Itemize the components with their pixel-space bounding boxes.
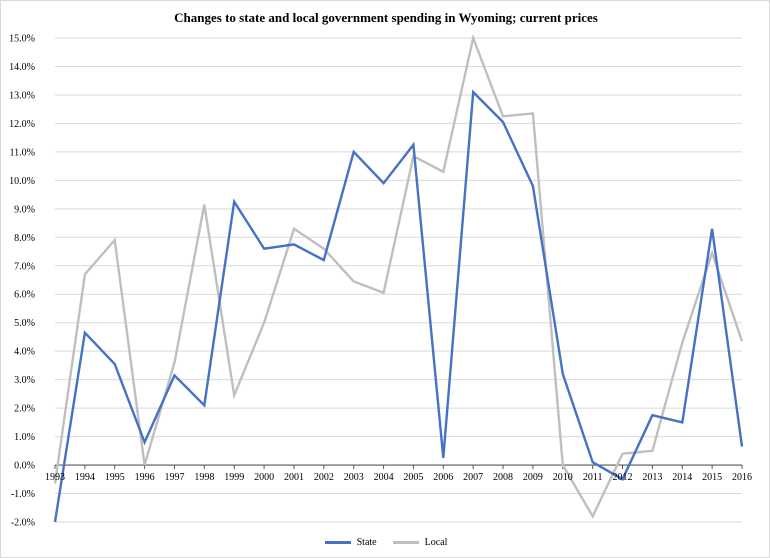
x-tick-label: 1993 — [45, 472, 65, 483]
x-tick-label: 1994 — [75, 472, 95, 483]
legend-label: Local — [424, 537, 448, 548]
x-tick-label: 2013 — [642, 472, 662, 483]
x-tick-label: 2007 — [463, 472, 483, 483]
y-tick-label: 2.0% — [14, 404, 35, 415]
y-tick-label: 13.0% — [9, 90, 35, 101]
x-tick-label: 1996 — [135, 472, 155, 483]
gridlines — [55, 37, 742, 523]
y-tick-label: 10.0% — [9, 176, 35, 187]
y-tick-label: -1.0% — [11, 489, 35, 500]
series-lines — [53, 33, 744, 523]
y-tick-label: 0.0% — [14, 461, 35, 472]
x-tick-labels: 1993 1994 1995 1996 1997 1998 1999 2000 2001 2002… — [45, 472, 752, 483]
legend-item-state: State — [324, 537, 377, 548]
y-tick-label: 4.0% — [14, 347, 35, 358]
x-tick-label: 2003 — [344, 472, 364, 483]
y-tick-label: 9.0% — [14, 204, 35, 215]
x-axis — [54, 464, 743, 470]
y-tick-label: 6.0% — [14, 290, 35, 301]
x-tick-label: 2005 — [403, 472, 423, 483]
legend-swatch — [324, 541, 351, 544]
x-tick-label: 2006 — [433, 472, 453, 483]
y-tick-label: 14.0% — [9, 62, 35, 73]
legend-item-local: Local — [392, 537, 448, 548]
chart-title: Changes to state and local government sp… — [174, 10, 598, 25]
series-line-state — [53, 89, 744, 523]
x-tick-label: 2014 — [672, 472, 692, 483]
x-tick-label: 1995 — [105, 472, 125, 483]
y-tick-labels: -2.0% -1.0% 0.0% 1.0% 2.0% 3.0% 4.0% 5.0% 6.0% 7.… — [9, 34, 35, 529]
legend-label: State — [356, 537, 377, 548]
x-tick-label: 2008 — [493, 472, 513, 483]
x-tick-label: 2009 — [523, 472, 543, 483]
x-tick-label: 2015 — [702, 472, 722, 483]
legend-swatch — [392, 541, 419, 544]
x-tick-label: 2010 — [553, 472, 573, 483]
x-tick-label: 1997 — [164, 472, 184, 483]
y-tick-label: 8.0% — [14, 233, 35, 244]
x-tick-label: 2000 — [254, 472, 274, 483]
series-line-local — [53, 33, 744, 519]
y-tick-label: 11.0% — [10, 147, 35, 158]
x-tick-label: 2004 — [374, 472, 394, 483]
x-tick-label: 1999 — [224, 472, 244, 483]
legend: State Local — [1, 537, 770, 548]
x-tick-label: 2012 — [613, 472, 633, 483]
x-tick-label: 1998 — [194, 472, 214, 483]
x-tick-label: 2016 — [732, 472, 752, 483]
x-tick-label: 2001 — [284, 472, 304, 483]
y-tick-label: 1.0% — [14, 432, 35, 443]
y-tick-label: 12.0% — [9, 119, 35, 130]
y-tick-label: -2.0% — [11, 518, 35, 529]
x-tick-label: 2002 — [314, 472, 334, 483]
x-tick-label: 2011 — [583, 472, 603, 483]
y-tick-label: 7.0% — [14, 261, 35, 272]
y-tick-label: 3.0% — [14, 375, 35, 386]
y-tick-label: 5.0% — [14, 318, 35, 329]
y-tick-label: 15.0% — [9, 34, 35, 45]
